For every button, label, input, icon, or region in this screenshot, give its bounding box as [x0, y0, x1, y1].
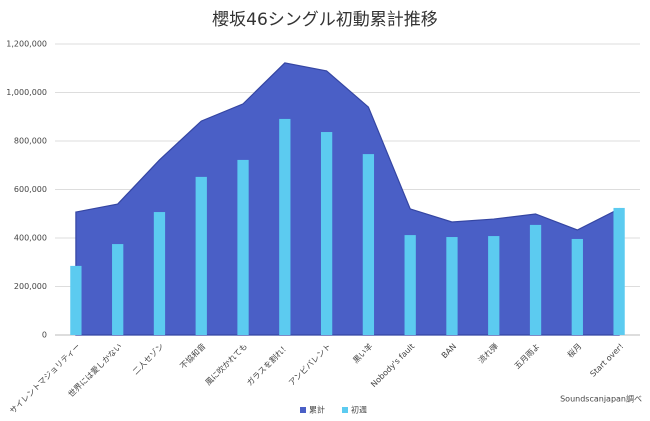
y-tick-label: 1,200,000	[6, 40, 47, 49]
bar	[362, 154, 375, 335]
bar	[153, 212, 166, 335]
bar	[237, 159, 249, 335]
y-tick-label: 200,000	[14, 282, 47, 291]
y-tick-label: 0	[42, 331, 47, 340]
legend-label: 初週	[351, 405, 367, 415]
y-tick-label: 1,000,000	[6, 88, 47, 97]
bar	[488, 236, 500, 335]
y-tick-label: 800,000	[14, 137, 47, 146]
legend-swatch	[300, 407, 306, 413]
bar	[70, 265, 82, 335]
y-tick-label: 600,000	[14, 185, 47, 194]
bar	[613, 207, 625, 335]
bar	[279, 118, 291, 336]
bar	[320, 132, 333, 335]
legend-swatch	[342, 407, 348, 413]
annotation: Soundscanjapan調べ	[560, 394, 642, 404]
bar	[446, 237, 458, 335]
bar	[529, 224, 542, 335]
bar	[112, 244, 124, 335]
bar	[571, 238, 583, 335]
bar	[404, 235, 416, 335]
chart-title: 櫻坂46シングル初動累計推移	[212, 9, 438, 30]
legend-label: 累計	[309, 405, 325, 415]
bar	[195, 176, 207, 335]
y-tick-label: 400,000	[14, 234, 47, 243]
